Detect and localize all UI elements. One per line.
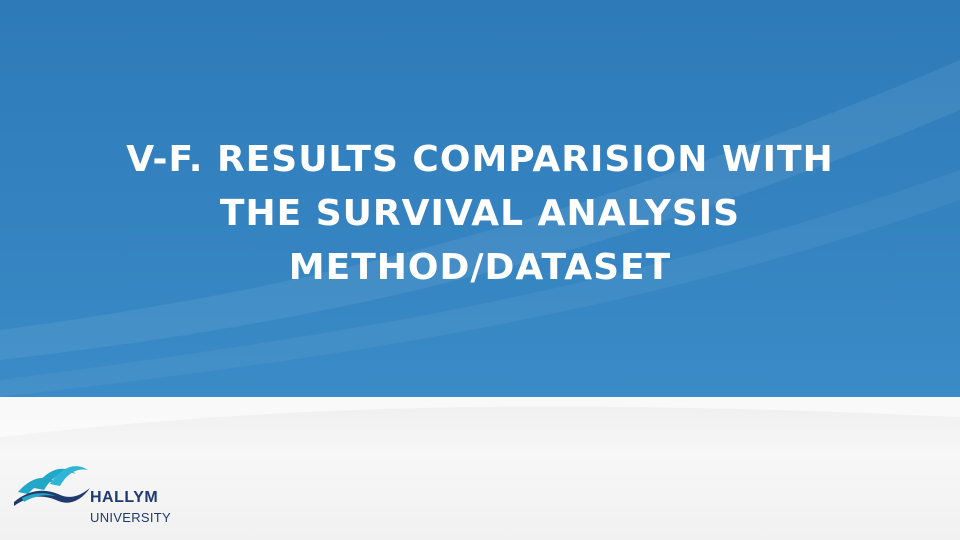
slide-title-line-1: V-F. RESULTS COMPARISION WITH: [126, 139, 834, 180]
slide-title-line-3: METHOD/DATASET: [288, 247, 672, 288]
footer-swoosh-decoration: [0, 397, 960, 437]
title-background-band: [0, 0, 960, 397]
hallym-university-logo: HALLYM UNIVERSITY: [14, 462, 194, 530]
slide-title: V-F. RESULTS COMPARISION WITH THE SURVIV…: [80, 133, 880, 295]
logo-name: HALLYM: [90, 489, 159, 506]
slide-title-line-2: THE SURVIVAL ANALYSIS: [219, 193, 741, 234]
hallym-waves-icon: [14, 466, 90, 506]
logo-subtitle: UNIVERSITY: [90, 510, 172, 525]
background-swoosh-decoration: [0, 0, 960, 397]
footer-background-band: [0, 397, 960, 540]
